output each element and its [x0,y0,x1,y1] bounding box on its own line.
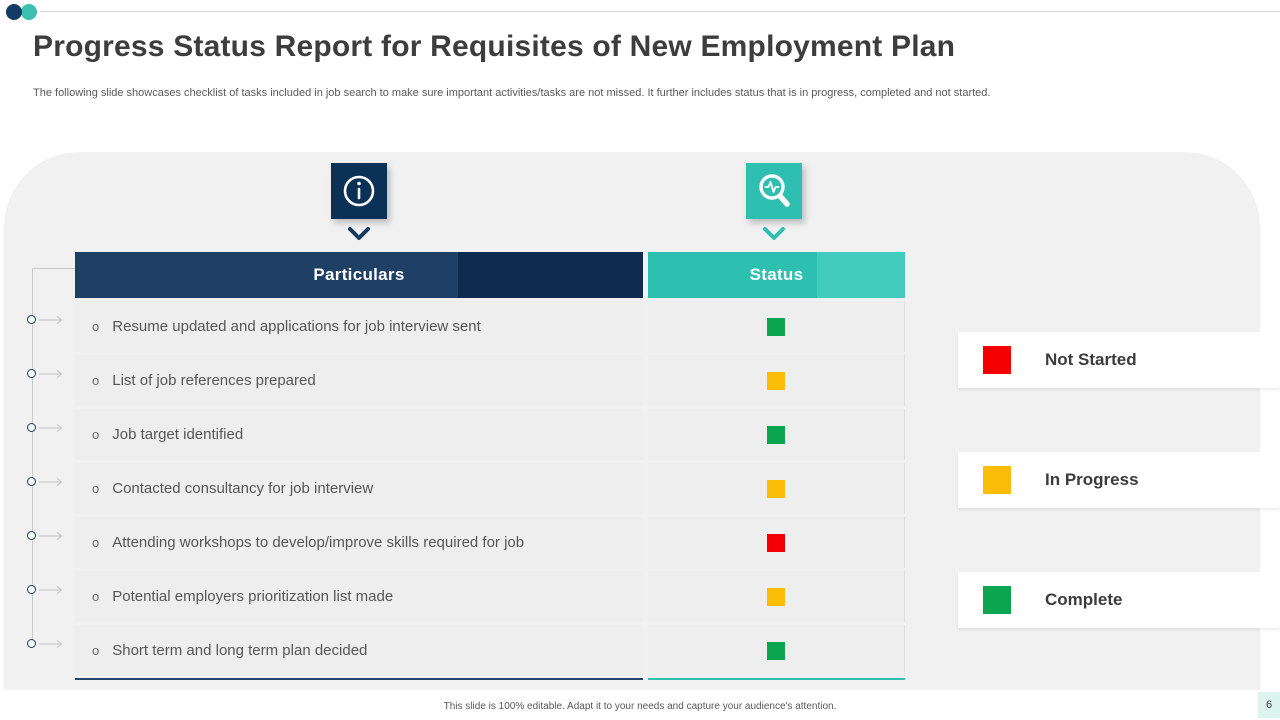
table-row: o Potential employers prioritization lis… [75,568,905,622]
task-cell: o Attending workshops to develop/improve… [75,517,643,568]
footer-note: This slide is 100% editable. Adapt it to… [443,701,837,712]
info-icon [331,163,387,219]
bullet-marker: o [92,643,100,658]
legend-item-not-started: Not Started [958,332,1280,388]
connector-node [27,369,36,378]
task-text: Resume updated and applications for job … [112,318,481,335]
arrow-right-icon [39,370,63,378]
connector-rail-top [32,268,75,269]
table-row: o Job target identified [75,406,905,460]
task-cell: o Contacted consultancy for job intervie… [75,463,643,514]
task-text: Potential employers prioritization list … [112,588,394,605]
task-cell: o Resume updated and applications for jo… [75,301,643,352]
task-text: Job target identified [112,426,244,443]
task-cell: o Potential employers prioritization lis… [75,571,643,622]
legend-label: Not Started [1045,350,1137,369]
task-cell: o Job target identified [75,409,643,460]
brand-dot-teal [21,4,37,20]
status-indicator [767,587,785,606]
legend-item-complete: Complete [958,572,1280,628]
connector-node [27,639,36,648]
analytics-search-icon [746,163,802,219]
page-title: Progress Status Report for Requisites of… [33,30,956,63]
brand-dot-navy [6,4,22,20]
bullet-marker: o [92,427,100,442]
legend-item-in-progress: In Progress [958,452,1280,508]
table-row: o Short term and long term plan decided [75,622,905,676]
table-bottom-rule-navy [75,678,643,680]
column-header-particulars: Particulars [75,252,643,298]
bullet-marker: o [92,319,100,334]
chevron-down-icon [763,227,785,240]
connector-rail [32,268,33,645]
status-cell [648,463,905,514]
task-text: Contacted consultancy for job interview [112,480,374,497]
connector-node [27,531,36,540]
info-icon-glyph [343,175,375,207]
connector-node [27,477,36,486]
status-indicator [767,425,785,444]
column-header-status: Status [648,252,905,298]
page-subtitle: The following slide showcases checklist … [33,87,991,99]
legend-label: Complete [1045,590,1123,609]
top-divider [40,11,1280,12]
analytics-search-icon-glyph [759,174,790,207]
table-row: o List of job references prepared [75,352,905,406]
bullet-marker: o [92,481,100,496]
arrow-right-icon [39,586,63,594]
table-body: o Resume updated and applications for jo… [75,298,905,678]
status-cell [648,571,905,622]
status-cell [648,517,905,568]
task-text: Short term and long term plan decided [112,642,368,659]
arrow-right-icon [39,532,63,540]
status-indicator [767,371,785,390]
arrow-right-icon [39,478,63,486]
task-cell: o Short term and long term plan decided [75,625,643,676]
table-bottom-rule-teal [648,678,905,680]
arrow-right-icon [39,640,63,648]
arrow-right-icon [39,316,63,324]
status-indicator [767,317,785,336]
task-text: List of job references prepared [112,372,316,389]
bullet-marker: o [92,535,100,550]
table-row: o Contacted consultancy for job intervie… [75,460,905,514]
bullet-marker: o [92,373,100,388]
table-header: Particulars Status [75,252,905,298]
legend-label: In Progress [1045,470,1139,489]
status-cell [648,355,905,406]
status-cell [648,409,905,460]
status-indicator [767,479,785,498]
connector-node [27,585,36,594]
status-indicator [767,641,785,660]
status-table: Particulars Status o Resume updated and … [75,252,905,680]
status-cell [648,625,905,676]
bullet-marker: o [92,589,100,604]
chevron-down-icon [348,227,370,240]
table-row: o Attending workshops to develop/improve… [75,514,905,568]
table-row: o Resume updated and applications for jo… [75,298,905,352]
arrow-right-icon [39,424,63,432]
legend-swatch [983,586,1011,614]
page-number: 6 [1258,692,1280,718]
connector-node [27,423,36,432]
status-indicator [767,533,785,552]
task-cell: o List of job references prepared [75,355,643,406]
task-text: Attending workshops to develop/improve s… [112,534,525,551]
legend-swatch [983,346,1011,374]
connector-node [27,315,36,324]
legend-swatch [983,466,1011,494]
status-cell [648,301,905,352]
